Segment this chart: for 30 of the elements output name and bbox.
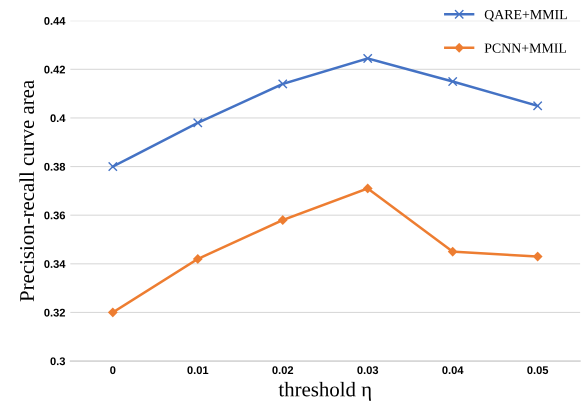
x-tick-label: 0.03 <box>357 366 378 374</box>
y-tick-label: 0.3 <box>50 357 66 366</box>
x-axis-title: threshold η <box>278 382 371 401</box>
y-tick-label: 0.4 <box>50 114 66 122</box>
point <box>533 252 542 262</box>
point <box>448 247 458 256</box>
point <box>192 118 203 128</box>
point <box>362 54 373 64</box>
x-tick-label: 0.04 <box>442 366 464 374</box>
y-tick-label: 0.42 <box>44 66 66 74</box>
y-tick-label: 0.44 <box>44 17 66 25</box>
x-tick-label: 0.02 <box>272 366 294 374</box>
y-tick-label: 0.36 <box>44 211 66 220</box>
y-axis-title: Precision-recall curve area <box>19 80 34 302</box>
point <box>193 254 202 264</box>
point <box>108 162 118 172</box>
y-tick-label: 0.32 <box>44 308 66 317</box>
point <box>363 184 372 194</box>
legend-label: QARE+MMIL <box>484 10 567 22</box>
point <box>532 100 543 111</box>
x-tick-label: 0 <box>110 366 116 374</box>
y-tick-label: 0.38 <box>44 162 66 171</box>
point <box>448 76 458 86</box>
legend-label: PCNN+MMIL <box>484 43 566 53</box>
x-tick-label: 0.05 <box>527 366 548 374</box>
point <box>278 79 288 89</box>
point <box>108 308 118 318</box>
y-tick-label: 0.34 <box>44 260 66 268</box>
x-tick-label: 0.01 <box>187 366 208 374</box>
point <box>278 215 288 225</box>
